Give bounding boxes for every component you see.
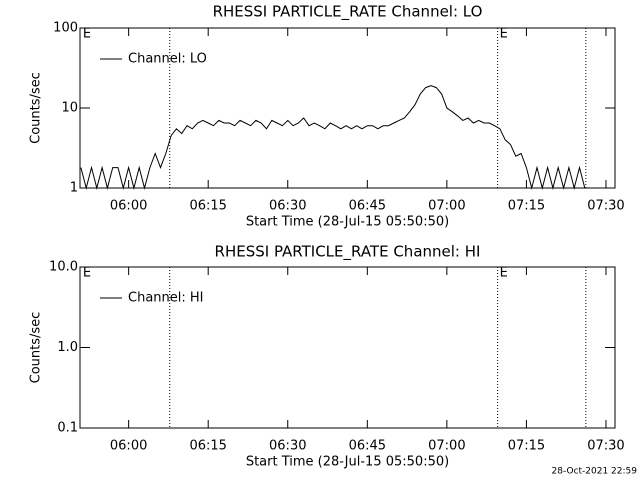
chart-title: RHESSI PARTICLE_RATE Channel: LO [213,3,483,22]
x-axis-label: Start Time (28-Jul-15 05:50:50) [246,455,449,470]
x-tick-label: 07:00 [428,439,465,454]
x-tick-label: 07:00 [428,199,465,214]
chart-title: RHESSI PARTICLE_RATE Channel: HI [215,243,481,262]
y-tick-label: 10.0 [49,260,78,275]
event-label: E [83,266,91,281]
x-tick-label: 06:00 [110,439,147,454]
y-axis-label: Counts/sec [29,72,44,144]
x-tick-label: 06:45 [349,199,386,214]
x-tick-label: 07:15 [508,439,545,454]
legend-label: Channel: LO [128,52,207,67]
x-axis-label: Start Time (28-Jul-15 05:50:50) [246,215,449,230]
data-line [80,85,586,190]
x-tick-label: 06:15 [189,199,226,214]
y-tick-label: 100 [53,21,78,36]
y-tick-label: 1.0 [57,340,78,355]
x-tick-label: 06:15 [189,439,226,454]
y-tick-label: 10 [61,101,78,116]
x-tick-label: 06:00 [110,199,147,214]
x-tick-label: 06:45 [349,439,386,454]
event-label: E [83,27,91,42]
x-tick-label: 06:30 [269,199,306,214]
x-tick-label: 07:30 [587,439,624,454]
legend-label: Channel: HI [128,291,204,306]
event-label: E [500,266,508,281]
x-tick-label: 06:30 [269,439,306,454]
y-axis-label: Counts/sec [29,312,44,384]
y-tick-label: 0.1 [57,421,78,436]
event-label: E [500,27,508,42]
timestamp: 28-Oct-2021 22:59 [552,467,638,477]
x-tick-label: 07:30 [587,199,624,214]
y-tick-label: 1 [70,181,78,196]
x-tick-label: 07:15 [508,199,545,214]
